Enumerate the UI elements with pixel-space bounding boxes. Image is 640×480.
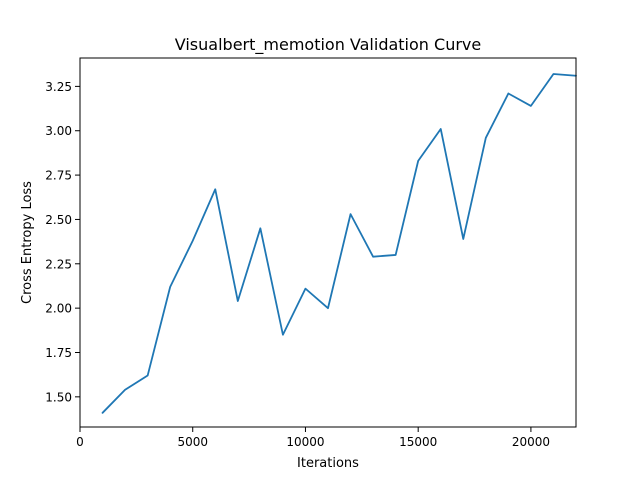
y-tick-label: 2.00	[45, 302, 72, 316]
x-tick-label: 5000	[177, 435, 208, 449]
series-line	[101, 73, 577, 414]
y-tick-label: 2.50	[45, 213, 72, 227]
y-tick-label: 1.50	[45, 390, 72, 404]
plot-frame	[79, 57, 577, 428]
x-tick-label: 10000	[286, 435, 324, 449]
y-axis: 1.50 1.75 2.00 2.25 2.50 2.75 3.00 3.25	[45, 80, 80, 404]
x-tick-label: 0	[76, 435, 84, 449]
y-tick-label: 3.00	[45, 124, 72, 138]
x-axis: 0 5000 10000 15000 20000	[76, 427, 550, 449]
x-tick-label: 20000	[512, 435, 550, 449]
y-tick-label: 1.75	[45, 346, 72, 360]
y-tick-label: 2.75	[45, 169, 72, 183]
y-axis-label: Cross Entropy Loss	[20, 181, 35, 304]
y-tick-label: 3.25	[45, 80, 72, 94]
x-tick-label: 15000	[399, 435, 437, 449]
y-tick-label: 2.25	[45, 257, 72, 271]
plot-area	[101, 73, 577, 414]
x-axis-label: Iterations	[297, 456, 359, 471]
chart-title: Visualbert_memotion Validation Curve	[175, 35, 481, 55]
